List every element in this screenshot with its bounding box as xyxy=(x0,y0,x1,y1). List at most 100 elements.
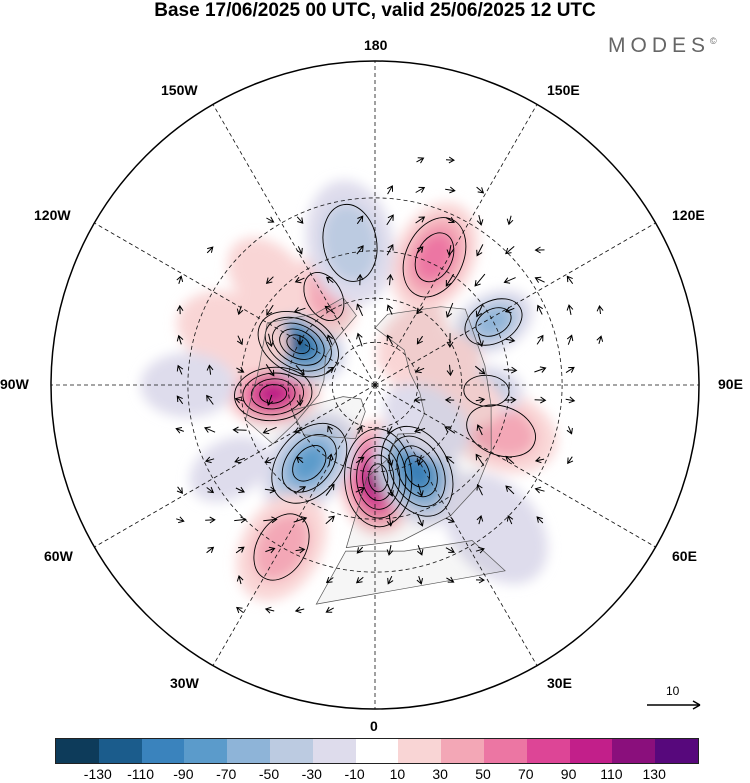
wind-arrow xyxy=(446,364,454,377)
wind-arrow xyxy=(506,515,514,525)
wind-arrow xyxy=(234,396,245,404)
wind-arrow xyxy=(416,157,425,164)
map-border xyxy=(50,60,700,710)
wind-arrow xyxy=(355,486,366,494)
colorbar-swatch xyxy=(655,739,698,763)
wind-arrow xyxy=(356,245,364,255)
wind-arrow xyxy=(415,186,426,193)
anomaly-contour xyxy=(415,232,454,282)
wind-arrow xyxy=(266,216,275,223)
contour-line xyxy=(286,334,311,355)
wind-arrow xyxy=(444,426,456,434)
colorbar-tick-label: 90 xyxy=(560,766,577,782)
wind-arrow xyxy=(263,516,278,524)
wind-arrow xyxy=(445,217,455,223)
wind-arrow xyxy=(236,305,244,316)
lon-label-90e: 90E xyxy=(718,376,743,392)
wind-arrow xyxy=(534,366,547,373)
wind-arrow xyxy=(236,606,244,614)
wind-arrow xyxy=(295,364,305,376)
wind-arrow xyxy=(176,364,184,375)
meridian-line xyxy=(212,384,376,666)
wind-arrow xyxy=(356,273,364,286)
colorbar-tick-label: -110 xyxy=(127,766,155,782)
wind-arrow xyxy=(567,456,574,465)
colorbar-tick-label: 10 xyxy=(389,766,406,782)
wind-arrow xyxy=(386,334,394,345)
wind-arrow xyxy=(205,516,216,524)
contour-line xyxy=(404,455,431,488)
wind-arrow xyxy=(475,396,486,404)
wind-arrow xyxy=(445,516,455,523)
wind-arrow xyxy=(476,186,485,194)
wind-arrow xyxy=(265,546,276,554)
anomaly-contour xyxy=(253,513,310,581)
colorbar-swatch xyxy=(141,739,185,763)
wind-arrow xyxy=(534,456,545,464)
wind-arrow xyxy=(476,244,484,257)
meridian-line xyxy=(374,384,656,548)
contour-line xyxy=(271,322,325,366)
graticule-layer xyxy=(51,61,699,709)
wind-arrow xyxy=(536,334,544,345)
wind-arrow xyxy=(296,335,304,346)
lon-label-60w: 60W xyxy=(44,548,73,564)
wind-arrow xyxy=(386,273,394,286)
wind-arrow xyxy=(536,516,544,524)
wind-arrow xyxy=(415,366,425,374)
contour-line xyxy=(464,298,523,346)
contour-line xyxy=(242,372,304,416)
wind-arrow xyxy=(476,483,483,496)
wind-arrow xyxy=(565,396,576,404)
wind-arrow xyxy=(506,215,514,226)
contour-line xyxy=(271,422,348,504)
contour-line xyxy=(250,378,296,410)
contour-line xyxy=(350,437,407,519)
wind-arrow xyxy=(505,246,515,255)
wind-arrow xyxy=(325,515,335,525)
brand-logo: MODES© xyxy=(608,34,717,58)
anomaly-contour xyxy=(259,384,287,404)
wind-arrow xyxy=(445,186,456,194)
wind-arrow xyxy=(534,246,545,254)
wind-arrow xyxy=(236,366,245,373)
wind-arrow xyxy=(534,486,545,494)
lon-label-0: 0 xyxy=(370,718,378,734)
wind-arrow xyxy=(326,366,335,374)
wind-arrow xyxy=(566,304,574,315)
colorbar-swatch xyxy=(398,739,442,763)
wind-arrow xyxy=(356,332,363,347)
lon-label-90w: 90W xyxy=(0,376,29,392)
colorbar-swatch xyxy=(184,739,228,763)
wind-arrow xyxy=(565,366,575,374)
colorbar-tick-label: -10 xyxy=(344,766,365,782)
wind-arrow xyxy=(175,427,184,434)
wind-arrow xyxy=(206,486,215,494)
wind-arrow xyxy=(505,485,515,495)
colorbar-swatch xyxy=(441,739,484,763)
contour-line xyxy=(257,310,339,378)
contour-line xyxy=(281,434,337,493)
colorbar-tick-label: 70 xyxy=(518,766,534,782)
wind-arrow xyxy=(176,395,184,405)
wind-arrow xyxy=(206,546,215,554)
wind-arrow xyxy=(596,305,604,315)
wind-arrow xyxy=(265,276,274,284)
wind-arrow xyxy=(534,276,545,283)
colorbar-tick-label: 50 xyxy=(475,766,491,782)
contour-line xyxy=(414,232,455,283)
wind-arrow xyxy=(386,243,394,256)
meridian-line xyxy=(94,222,376,386)
meridian-line xyxy=(374,104,538,386)
wind-arrow xyxy=(446,245,454,256)
wind-arrow xyxy=(446,576,455,583)
wind-arrow xyxy=(444,396,455,404)
wind-arrow xyxy=(176,304,184,315)
lon-label-120w: 120W xyxy=(34,207,71,223)
colorbar-swatch xyxy=(227,739,270,763)
wind-arrow xyxy=(416,576,423,585)
wind-arrow xyxy=(386,545,394,556)
contour-line xyxy=(344,428,413,528)
anomaly-contour xyxy=(404,455,430,487)
wind-arrow xyxy=(387,483,394,497)
